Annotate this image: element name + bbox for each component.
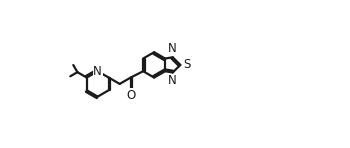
Text: N: N	[168, 42, 177, 55]
Text: N: N	[93, 65, 102, 78]
Text: N: N	[168, 74, 177, 87]
Text: O: O	[126, 89, 135, 102]
Text: S: S	[183, 58, 191, 71]
